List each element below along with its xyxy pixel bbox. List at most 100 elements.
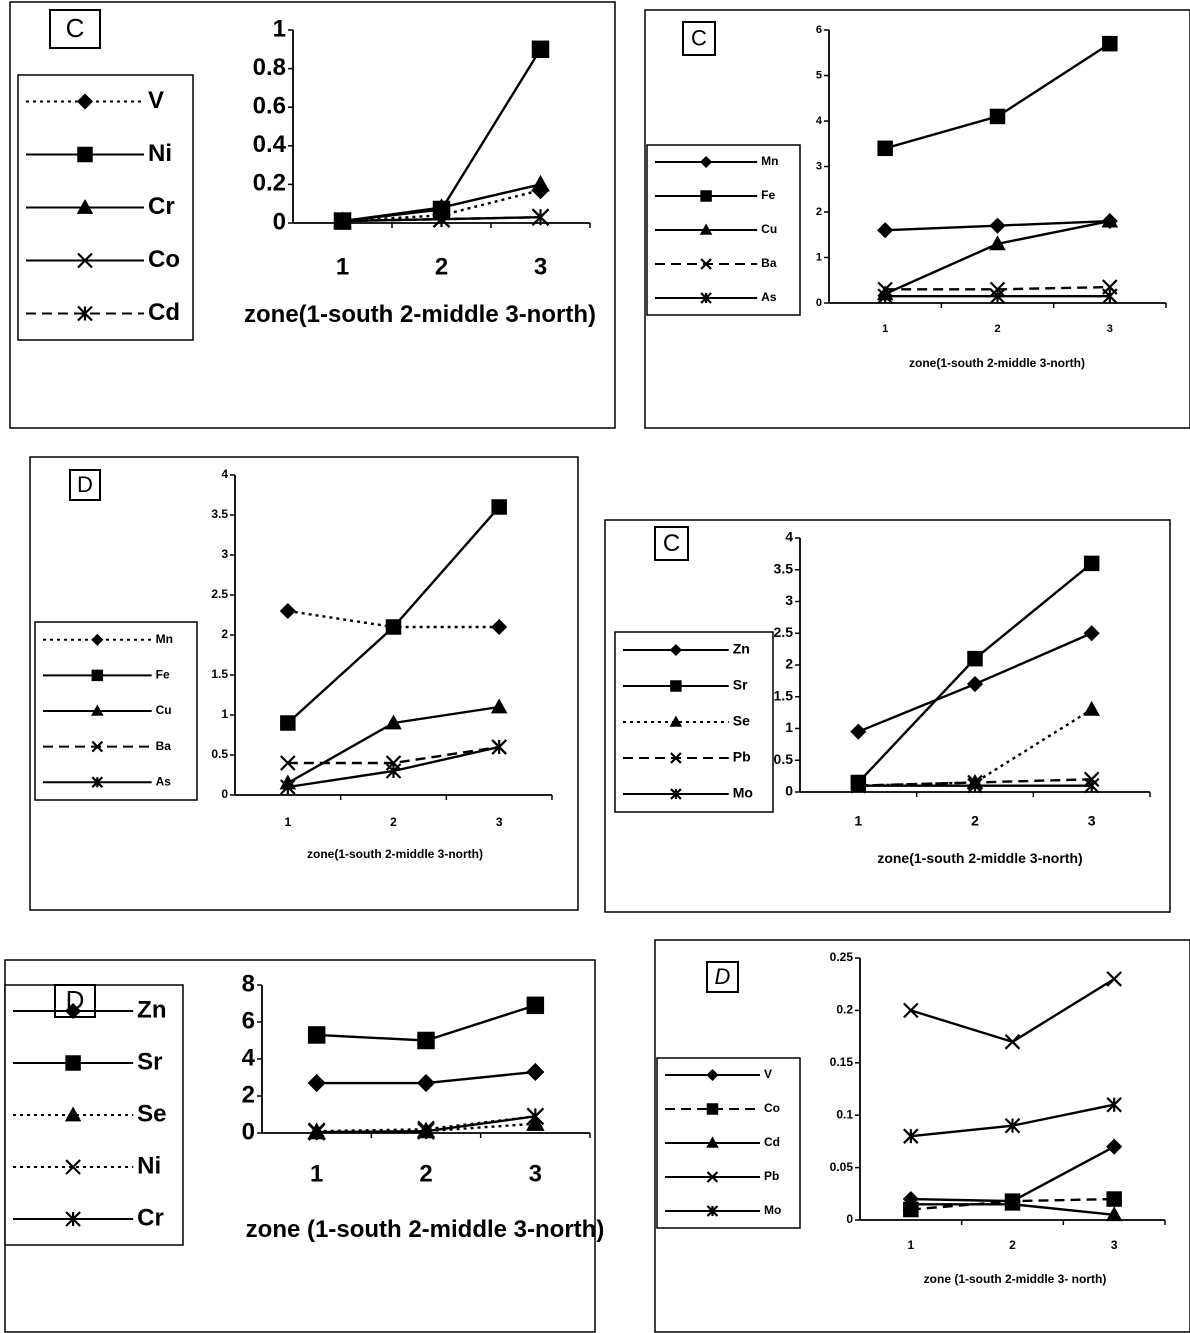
marker-triangle [1105,1206,1123,1222]
panel-label: C [663,530,680,557]
marker-x [706,1171,719,1183]
panel-label: C [691,25,707,50]
y-tick-label: 1 [221,707,228,721]
y-tick-label: 0.5 [211,747,228,761]
marker-x [1004,1034,1021,1050]
legend-label: Pb [733,749,751,765]
chart-panel: 0 1 2 3 4 5 6 1 2 3 zone(1-south 2-middle 3-north)… [644,9,1190,429]
marker-triangle [76,198,94,214]
y-tick-label: 1.5 [774,687,794,703]
x-tick-label: 3 [1111,1238,1118,1252]
chart-panel: 0 0.5 1 1.5 2 2.5 3 3.5 4 1 2 3 zone(1-south 2-middl… [604,519,1171,913]
marker-diamond [669,643,682,657]
marker-triangle [706,1136,719,1148]
panel-label-frame [54,984,96,1018]
legend-label: Ba [156,739,172,753]
marker-diamond [1106,1138,1123,1155]
marker-square [967,650,983,667]
x-tick-label: 2 [994,323,1000,335]
marker-triangle [385,714,402,730]
y-tick-label: 0.2 [836,1003,853,1017]
x-tick-label: 3 [529,1160,542,1187]
x-tick-label: 3 [496,815,503,829]
y-tick-label: 3 [785,592,793,608]
y-tick-label: 0.25 [830,950,854,964]
x-tick-label: 3 [1107,323,1113,335]
chart-panel: 0 0.5 1 1.5 2 2.5 3 3.5 4 1 2 3 zone(1-south 2-middl… [29,456,579,911]
y-tick-label: 4 [242,1044,256,1071]
marker-asterisk [1004,1117,1021,1134]
marker-asterisk [526,1107,545,1126]
y-tick-label: 1 [816,251,822,263]
marker-triangle [989,235,1006,251]
marker-asterisk [989,288,1006,304]
panel-label: D [715,964,731,989]
marker-x [903,1002,919,1019]
x-axis-label: zone(1-south 2-middle 3-north) [244,301,596,328]
y-tick-label: 0.15 [830,1055,854,1069]
chart-panel: 0 0.05 0.1 0.15 0.2 0.25 1 2 3 zone (1-south 2-mi… [654,939,1190,1333]
marker-triangle [531,174,550,192]
marker-square [1106,1191,1122,1207]
legend-label: Cr [148,193,175,220]
y-tick-label: 6 [816,24,822,36]
panel-label-frame [682,21,716,56]
x-tick-label: 2 [435,253,448,280]
x-tick-label: 2 [1009,1238,1016,1252]
panel-label: D [77,472,93,497]
y-tick-label: 2 [785,656,793,672]
legend-label: Sr [733,677,748,693]
marker-asterisk [700,292,712,304]
x-axis-label: zone(1-south 2-middle 3-north) [877,850,1083,866]
marker-x [670,752,682,764]
panel-label-frame [49,9,101,49]
legend-label: Fe [761,188,775,202]
marker-square [385,619,402,635]
y-tick-label: 4 [816,115,823,127]
y-tick-label: 0.05 [830,1160,854,1174]
marker-square [280,715,296,731]
panel-label: D [66,985,85,1015]
marker-diamond [700,155,713,169]
legend-label: As [156,774,172,788]
y-tick-label: 0 [785,783,793,799]
x-tick-label: 1 [907,1238,914,1252]
marker-triangle [902,1195,920,1211]
marker-asterisk [417,1122,435,1140]
legend-label: Ni [137,1152,161,1179]
marker-triangle [1083,700,1100,716]
legend-label: Mn [156,632,173,646]
y-tick-label: 0 [846,1212,853,1226]
x-tick-label: 1 [336,253,349,280]
marker-x [91,740,104,753]
legend-label: Mo [733,785,753,801]
y-tick-label: 0 [242,1118,255,1145]
marker-asterisk [65,1211,81,1227]
marker-square [700,190,712,202]
marker-diamond [491,618,508,636]
x-axis-label-box: zone(1-south 2-middle 3-north) [244,301,596,328]
x-axis-label-box: zone(1-south 2-middle 3-north) [877,850,1083,866]
legend-label: Ba [761,256,777,270]
marker-square [1083,555,1100,572]
marker-diamond [706,1068,719,1082]
x-tick-label: 2 [971,813,979,829]
legend-label: Cu [156,703,172,717]
marker-square [531,40,550,59]
y-tick-label: 0.5 [774,751,794,767]
legend-label: V [148,87,164,114]
legend-label: Mo [764,1203,781,1217]
legend-label: Zn [137,996,166,1023]
marker-diamond [91,633,104,646]
marker-x [77,252,93,269]
marker-asterisk [491,739,507,755]
y-tick-label: 4 [221,467,228,481]
panel-label-frame [654,526,689,561]
y-tick-label: 0 [816,297,822,309]
marker-square [989,108,1006,125]
x-tick-label: 3 [1088,813,1096,829]
y-tick-label: 2.5 [211,587,228,601]
marker-triangle [1101,212,1119,228]
legend-label: Zn [733,641,750,657]
